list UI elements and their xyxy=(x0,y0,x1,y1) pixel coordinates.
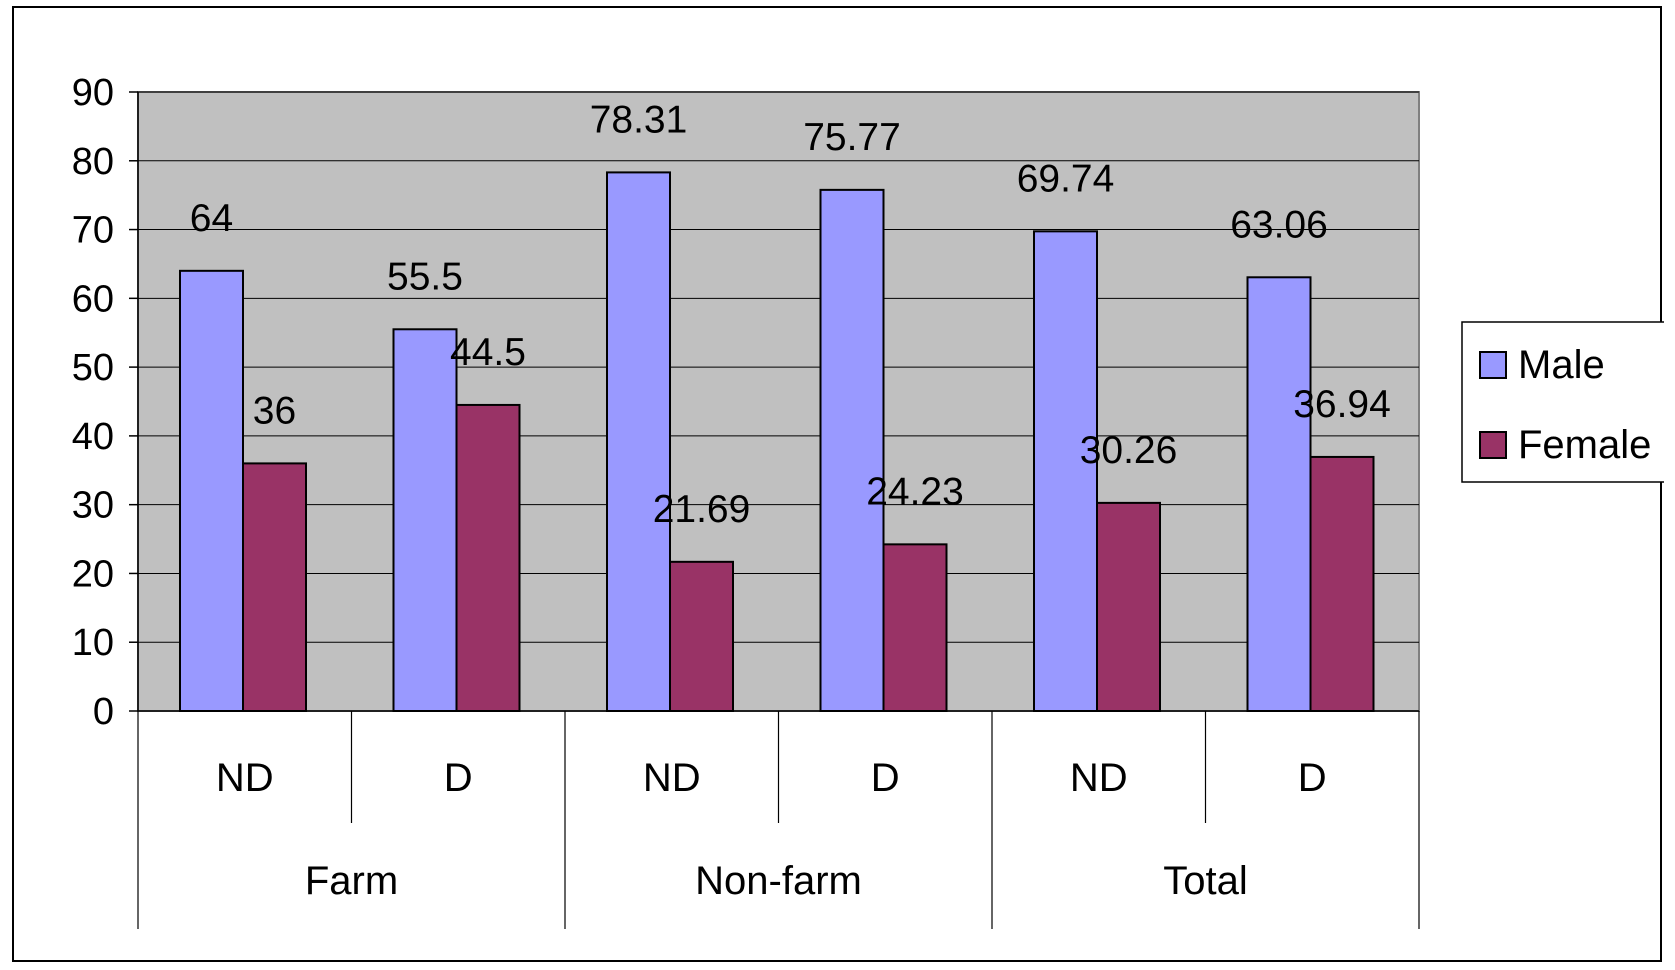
plot-area xyxy=(137,91,1420,712)
category-label: ND xyxy=(643,756,701,800)
y-tick-label: 30 xyxy=(72,485,114,527)
bar-male xyxy=(819,188,885,712)
data-label-female: 24.23 xyxy=(866,470,964,513)
legend-label-female: Female xyxy=(1518,423,1651,467)
y-tick-label: 50 xyxy=(72,347,114,389)
chart-frame: 0 10 20 30 40 50 60 70 80 90 64 55.5 78.31 75.77 69.74… xyxy=(12,6,1664,962)
y-tick-label: 20 xyxy=(72,553,114,595)
bar-male xyxy=(179,269,244,712)
data-label-male: 64 xyxy=(190,197,233,240)
bar-female xyxy=(1096,501,1161,712)
data-label-female: 30.26 xyxy=(1080,429,1178,472)
group-label: Total xyxy=(1163,859,1248,903)
category-label: D xyxy=(871,756,900,800)
y-tick-label: 10 xyxy=(72,622,114,664)
bar-male xyxy=(1246,276,1312,712)
y-tick-label: 0 xyxy=(93,691,114,733)
data-label-male: 69.74 xyxy=(1017,157,1115,200)
y-tick-label: 90 xyxy=(72,72,114,114)
legend-swatch-female xyxy=(1479,431,1507,459)
legend-swatch-male xyxy=(1479,351,1507,379)
bar-female xyxy=(669,560,734,712)
category-label: D xyxy=(444,756,473,800)
data-label-male: 75.77 xyxy=(803,116,901,159)
y-tick-label: 70 xyxy=(72,210,114,252)
bar-female xyxy=(455,403,521,712)
y-tick-label: 60 xyxy=(72,278,114,320)
data-label-male: 78.31 xyxy=(590,98,688,141)
group-label: Non-farm xyxy=(695,859,862,903)
bar-female xyxy=(1309,455,1375,712)
y-tick-label: 80 xyxy=(72,141,114,183)
bar-male xyxy=(606,171,671,712)
category-label: ND xyxy=(216,756,274,800)
category-label: D xyxy=(1298,756,1327,800)
data-label-male: 55.5 xyxy=(387,255,463,298)
data-label-female: 36.94 xyxy=(1293,383,1391,426)
legend-label-male: Male xyxy=(1518,343,1605,387)
bar-chart: 0 10 20 30 40 50 60 70 80 90 64 55.5 78.31 75.77 69.74… xyxy=(72,72,1664,929)
data-label-female: 44.5 xyxy=(450,331,526,374)
data-label-female: 36 xyxy=(253,389,296,432)
bar-male xyxy=(1033,230,1098,712)
bar-female xyxy=(242,462,307,712)
group-label: Farm xyxy=(305,859,398,903)
data-label-female: 21.69 xyxy=(653,488,751,531)
data-label-male: 63.06 xyxy=(1230,203,1328,246)
y-tick-label: 40 xyxy=(72,416,114,458)
bar-female xyxy=(882,543,948,712)
category-label: ND xyxy=(1070,756,1128,800)
bar-male xyxy=(392,328,458,712)
